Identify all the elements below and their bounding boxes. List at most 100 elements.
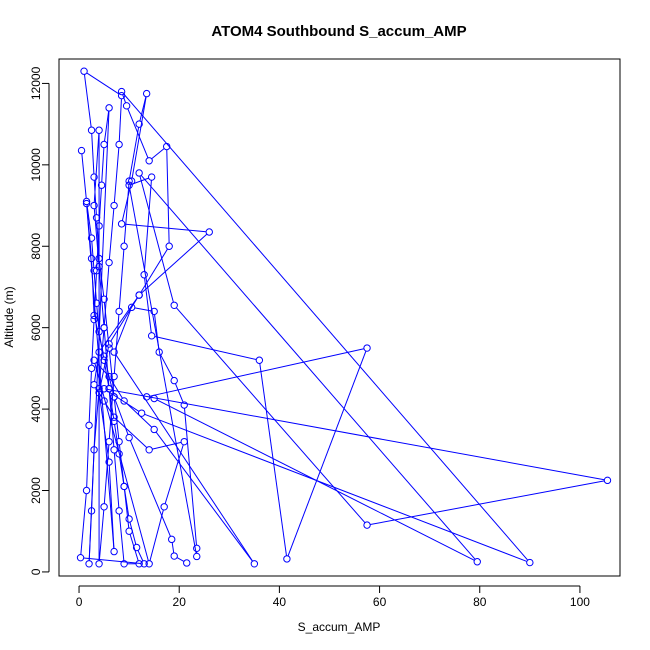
series-segment <box>155 431 253 562</box>
series-segment <box>113 314 120 374</box>
series-segment <box>149 348 365 397</box>
data-point <box>105 258 113 267</box>
series-segment <box>123 184 130 244</box>
y-tick-label: 12000 <box>29 66 43 100</box>
series-segment <box>144 413 528 562</box>
data-point <box>105 437 113 446</box>
series-segment <box>110 378 123 399</box>
data-point <box>140 271 148 279</box>
x-tick-label: 20 <box>173 595 187 609</box>
series-segment <box>83 557 142 564</box>
data-point <box>80 67 88 75</box>
y-tick-label: 10000 <box>29 148 43 182</box>
data-point <box>526 558 534 567</box>
data-point <box>82 199 91 208</box>
data-point <box>100 503 108 511</box>
series-segment <box>107 388 605 481</box>
data-point <box>100 295 108 303</box>
data-point <box>92 266 101 275</box>
data-point <box>105 372 113 381</box>
data-point <box>90 311 98 320</box>
series-segment <box>86 204 92 236</box>
data-point <box>150 425 158 434</box>
series-lines <box>80 72 605 565</box>
data-point <box>115 450 123 458</box>
data-point <box>100 323 108 332</box>
data-point <box>145 446 153 454</box>
series-segment <box>113 452 120 508</box>
data-point <box>170 552 178 560</box>
data-point <box>363 344 371 352</box>
data-point <box>193 544 201 553</box>
series-segment <box>139 175 174 303</box>
data-point <box>87 254 96 263</box>
series-segment <box>83 74 92 128</box>
series-segment <box>95 387 103 399</box>
data-point <box>147 173 156 181</box>
series-segment <box>93 208 100 264</box>
data-point <box>95 389 103 397</box>
x-axis-label: S_accum_AMP <box>298 620 381 634</box>
data-point <box>120 397 128 405</box>
data-point <box>110 417 118 426</box>
series-segment <box>94 318 104 354</box>
data-point <box>120 242 128 250</box>
series-segment <box>123 93 529 561</box>
series-segment <box>176 557 185 562</box>
series-segment <box>121 184 132 221</box>
series-segment <box>287 350 367 557</box>
series-segment <box>174 383 184 403</box>
data-point <box>105 385 113 393</box>
series-segment <box>164 444 184 504</box>
data-point <box>125 181 133 189</box>
x-tick-label: 40 <box>273 595 287 609</box>
data-point <box>110 393 118 401</box>
data-point <box>76 553 85 562</box>
data-point <box>90 356 98 364</box>
data-point <box>100 352 108 360</box>
data-point <box>135 560 143 568</box>
series-segment <box>160 354 174 379</box>
data-point <box>105 340 113 348</box>
data-point <box>117 220 126 228</box>
data-point <box>95 222 103 230</box>
data-point <box>100 356 108 364</box>
x-tick-label: 60 <box>373 595 387 609</box>
series-segment <box>137 550 144 562</box>
series-segment <box>166 149 170 244</box>
data-point <box>135 120 143 128</box>
series-segment <box>171 542 175 553</box>
data-point <box>250 560 259 568</box>
data-point <box>77 146 86 155</box>
data-point <box>125 433 133 442</box>
data-point <box>145 560 153 568</box>
data-point <box>105 458 113 466</box>
data-point <box>160 503 168 511</box>
series-segment <box>80 493 87 555</box>
y-axis-label: Altitude (m) <box>2 286 16 347</box>
series-segment <box>86 72 120 95</box>
series-segment <box>91 133 95 174</box>
data-point <box>105 344 113 352</box>
y-tick-label: 0 <box>29 568 43 575</box>
data-point <box>100 397 108 405</box>
series-segment <box>115 354 253 562</box>
data-point <box>135 291 143 299</box>
data-point <box>135 169 143 177</box>
x-axis: 0 20 40 60 80 100 <box>76 585 590 609</box>
data-point <box>95 328 103 336</box>
series-segment <box>101 147 105 183</box>
series-segment <box>140 175 476 560</box>
series-segment <box>144 277 152 333</box>
data-point <box>117 87 126 96</box>
series-segment <box>95 362 108 375</box>
series-segment <box>93 133 100 203</box>
series-segment <box>116 419 148 448</box>
series-segment <box>91 322 95 366</box>
data-point <box>117 91 126 100</box>
series-segment <box>129 534 139 561</box>
data-point <box>87 234 96 242</box>
data-point <box>95 385 103 393</box>
data-point <box>105 104 113 112</box>
